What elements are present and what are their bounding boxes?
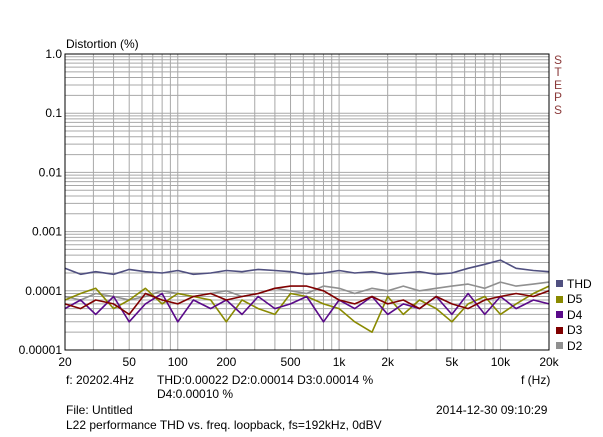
x-tick-label: 20	[58, 355, 72, 369]
legend-swatch	[556, 342, 563, 350]
x-tick-labels: 20 50 100 200 500 1k 2k 5k 10k 20k	[58, 355, 559, 369]
legend-label: D2	[567, 338, 583, 353]
x-tick-label: 10k	[491, 355, 511, 369]
legend-label: THD	[567, 276, 592, 291]
legend: THD D5 D4 D3 D2	[556, 276, 592, 354]
y-tick-label: 0.0001	[25, 284, 62, 298]
legend-swatch	[556, 280, 563, 288]
x-tick-label: 100	[168, 355, 188, 369]
legend-swatch	[556, 326, 563, 334]
timestamp: 2014-12-30 09:10:29	[436, 403, 548, 417]
file-name: File: Untitled	[66, 403, 133, 417]
plot-frame	[64, 53, 550, 351]
series-line-d3	[64, 285, 550, 316]
x-tick-label: 20k	[539, 355, 559, 369]
distortion-readout-line1: THD:0.00022 D2:0.00014 D3:0.00014 %	[157, 373, 374, 387]
steps-letter: S	[553, 102, 562, 117]
distortion-readout-line2: D4:0.00010 %	[157, 387, 234, 401]
legend-item-d4[interactable]: D4	[556, 307, 592, 323]
series-line-d4	[64, 292, 550, 323]
steps-letter: P	[553, 90, 562, 105]
measurement-description: L22 performance THD vs. freq. loopback, …	[66, 418, 382, 432]
x-axis-label: f (Hz)	[521, 373, 551, 387]
legend-label: D4	[567, 307, 583, 322]
series-line-thd	[64, 259, 550, 276]
legend-swatch	[556, 311, 563, 319]
y-tick-labels: 1.0 0.1 0.01 0.001 0.0001 0.00001	[19, 47, 63, 357]
y-tick-label: 1.0	[45, 47, 62, 61]
series-layer	[64, 259, 550, 334]
steps-letter: T	[554, 65, 562, 80]
x-tick-label: 500	[281, 355, 301, 369]
x-tick-label: 50	[123, 355, 137, 369]
legend-item-d5[interactable]: D5	[556, 292, 592, 308]
y-tick-label: 0.1	[45, 106, 62, 120]
legend-label: D3	[567, 323, 583, 338]
series-line-d2	[64, 281, 550, 301]
y-axis-label: Distortion (%)	[66, 37, 139, 51]
legend-label: D5	[567, 292, 583, 307]
x-tick-label: 2k	[381, 355, 395, 369]
legend-item-d3[interactable]: D3	[556, 323, 592, 339]
cursor-frequency-readout: f: 20202.4Hz	[66, 373, 135, 387]
x-tick-label: 5k	[446, 355, 460, 369]
x-tick-label: 1k	[333, 355, 347, 369]
x-tick-label: 200	[216, 355, 236, 369]
plot-background	[65, 54, 549, 350]
y-tick-label: 0.001	[32, 225, 62, 239]
legend-item-d2[interactable]: D2	[556, 338, 592, 354]
steps-letter: E	[553, 77, 562, 92]
legend-item-thd[interactable]: THD	[556, 276, 592, 292]
steps-letter: S	[553, 53, 562, 67]
y-tick-label: 0.00001	[19, 343, 63, 357]
legend-swatch	[556, 295, 563, 303]
y-tick-label: 0.01	[39, 165, 63, 179]
